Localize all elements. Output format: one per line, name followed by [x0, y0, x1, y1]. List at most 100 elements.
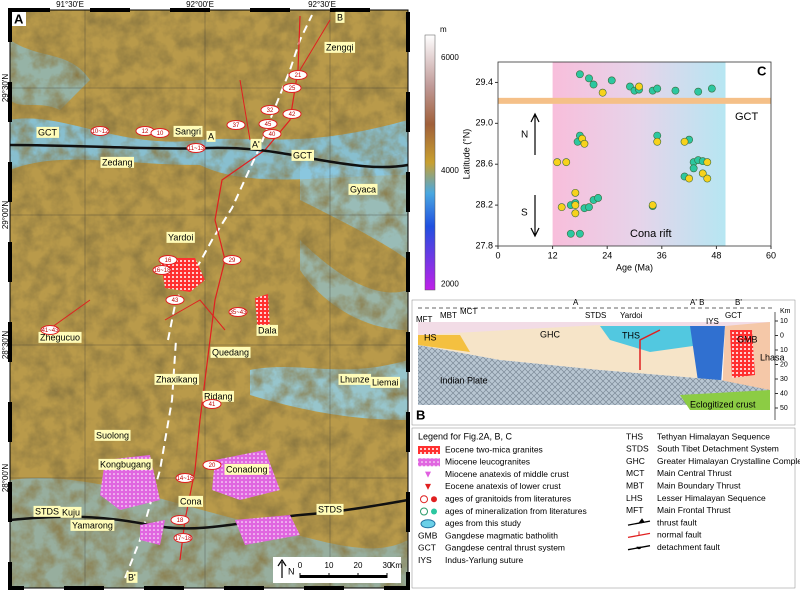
y-tick-label: 28.2: [475, 199, 493, 209]
age-marker: [40, 325, 60, 335]
scale-box: [273, 557, 401, 583]
fault-tick: [636, 546, 642, 550]
x-tick-label: 48: [711, 250, 721, 260]
legend-title: Legend for Fig.2A, B, C: [418, 431, 513, 441]
section-end-bg: [250, 138, 262, 150]
relief: [10, 10, 408, 588]
legend-entry: detachment fault: [657, 542, 720, 552]
section-line: [167, 14, 313, 341]
age-marker: [152, 265, 172, 275]
age-label: 12: [142, 129, 149, 135]
point: [653, 137, 662, 146]
swatch: [425, 483, 431, 490]
section-end-label: B': [735, 298, 742, 307]
place-label-bg: [178, 495, 204, 507]
leucogranite-body: [235, 515, 300, 545]
section-label: IYS: [706, 317, 719, 326]
age-label: 32: [267, 108, 274, 114]
age-marker: [260, 105, 280, 115]
age-marker: [282, 83, 302, 93]
age-marker: [165, 295, 185, 305]
granite-body: [255, 294, 270, 334]
age-label: 17~18: [175, 536, 193, 542]
lat-label: 29°30'N: [1, 74, 10, 103]
north-arrow: [277, 558, 287, 578]
depth-tick-label: 10: [780, 318, 788, 325]
scale-tick-label: 0: [298, 561, 303, 570]
swatch: [431, 496, 437, 503]
age-label: 14~16: [177, 476, 195, 482]
section-label: Eclogitized crust: [690, 399, 756, 409]
colorbar-tick-label: 6000: [441, 53, 459, 62]
section-label: Lhasa: [760, 352, 785, 362]
hs: [418, 335, 470, 352]
structure-label: GCT: [293, 150, 313, 160]
swatch: [420, 507, 428, 516]
age-label: 41~43: [42, 328, 60, 334]
legend-abbr: GCT: [418, 543, 436, 553]
legend-abbr: STDS: [626, 444, 649, 454]
place-label: Gyaca: [350, 184, 376, 194]
place-label-bg: [60, 506, 82, 518]
legend-entry: Eocene two-mica granites: [445, 444, 543, 454]
legend-entry: Main Central Thrust: [657, 468, 732, 478]
lon-label: 91°30'E: [56, 0, 84, 9]
lat-label: 28°00'N: [1, 464, 10, 493]
map-panel: A 91°30'E 92°00'E 92°30'E 29°30'N 29°00'N 28°3…: [1, 0, 410, 590]
panel-label: B: [416, 407, 425, 422]
legend-entry: Indus-Yarlung suture: [445, 555, 524, 565]
age-marker: [202, 460, 222, 470]
legend-abbr: LHS: [626, 493, 643, 503]
section-label: MFT: [416, 315, 433, 324]
depth-tick-label: 20: [780, 361, 788, 368]
legend-entry: Tethyan Himalayan Sequence: [657, 431, 770, 441]
legend-entry: Eocene anatexis of lower crust: [445, 481, 561, 491]
age-label: 42: [289, 112, 296, 118]
age-marker: [175, 473, 195, 483]
point: [598, 88, 607, 97]
section-end-label: A: [573, 298, 579, 307]
point: [594, 194, 602, 202]
plot-frame: [497, 61, 772, 247]
legend-entry: Gangdese central thrust system: [445, 543, 565, 553]
point: [707, 84, 716, 93]
place-label: Suolong: [96, 430, 129, 440]
point: [585, 74, 593, 83]
age-marker: [226, 120, 246, 130]
age-label: 18: [177, 518, 184, 524]
legend-entry: Gangdese magmatic batholith: [445, 530, 558, 540]
indian-plate: [418, 345, 770, 405]
scale-bar: [300, 575, 387, 578]
place-label-bg: [224, 463, 270, 475]
age-marker: [202, 399, 222, 409]
scale-tick-label: 10: [325, 561, 334, 570]
section-end-bg: [126, 571, 138, 583]
swatch: [420, 519, 436, 529]
place-label: Lhunze: [340, 374, 370, 384]
section-label: HS: [424, 332, 437, 342]
normal-fault: [47, 19, 331, 331]
point: [607, 76, 616, 85]
cross-section: [411, 299, 796, 426]
section-end-label: B': [128, 572, 136, 582]
leucogranite-body: [212, 450, 280, 500]
colorbar-tick-label: 4000: [441, 166, 459, 175]
point: [680, 137, 689, 146]
legend-entry: normal fault: [657, 530, 702, 540]
x-tick-label: 0: [495, 250, 500, 260]
colorbar-unit: m: [440, 25, 447, 34]
section-label: STDS: [585, 311, 606, 320]
ths: [600, 326, 700, 352]
section-label: Yardoi: [620, 311, 643, 320]
point: [576, 70, 584, 79]
place-label-bg: [70, 519, 115, 531]
point: [671, 86, 680, 95]
legend-entry: Main Boundary Thrust: [657, 480, 741, 490]
legend-entry: Miocene leucogranites: [445, 457, 530, 467]
age-label: 21: [295, 73, 302, 79]
legend-abbr: THS: [626, 431, 643, 441]
section-end-label: A' B: [690, 298, 704, 307]
legend-abbr: MBT: [626, 480, 644, 490]
depth-unit: Km: [780, 308, 791, 315]
place-label: Kuju: [62, 507, 80, 517]
